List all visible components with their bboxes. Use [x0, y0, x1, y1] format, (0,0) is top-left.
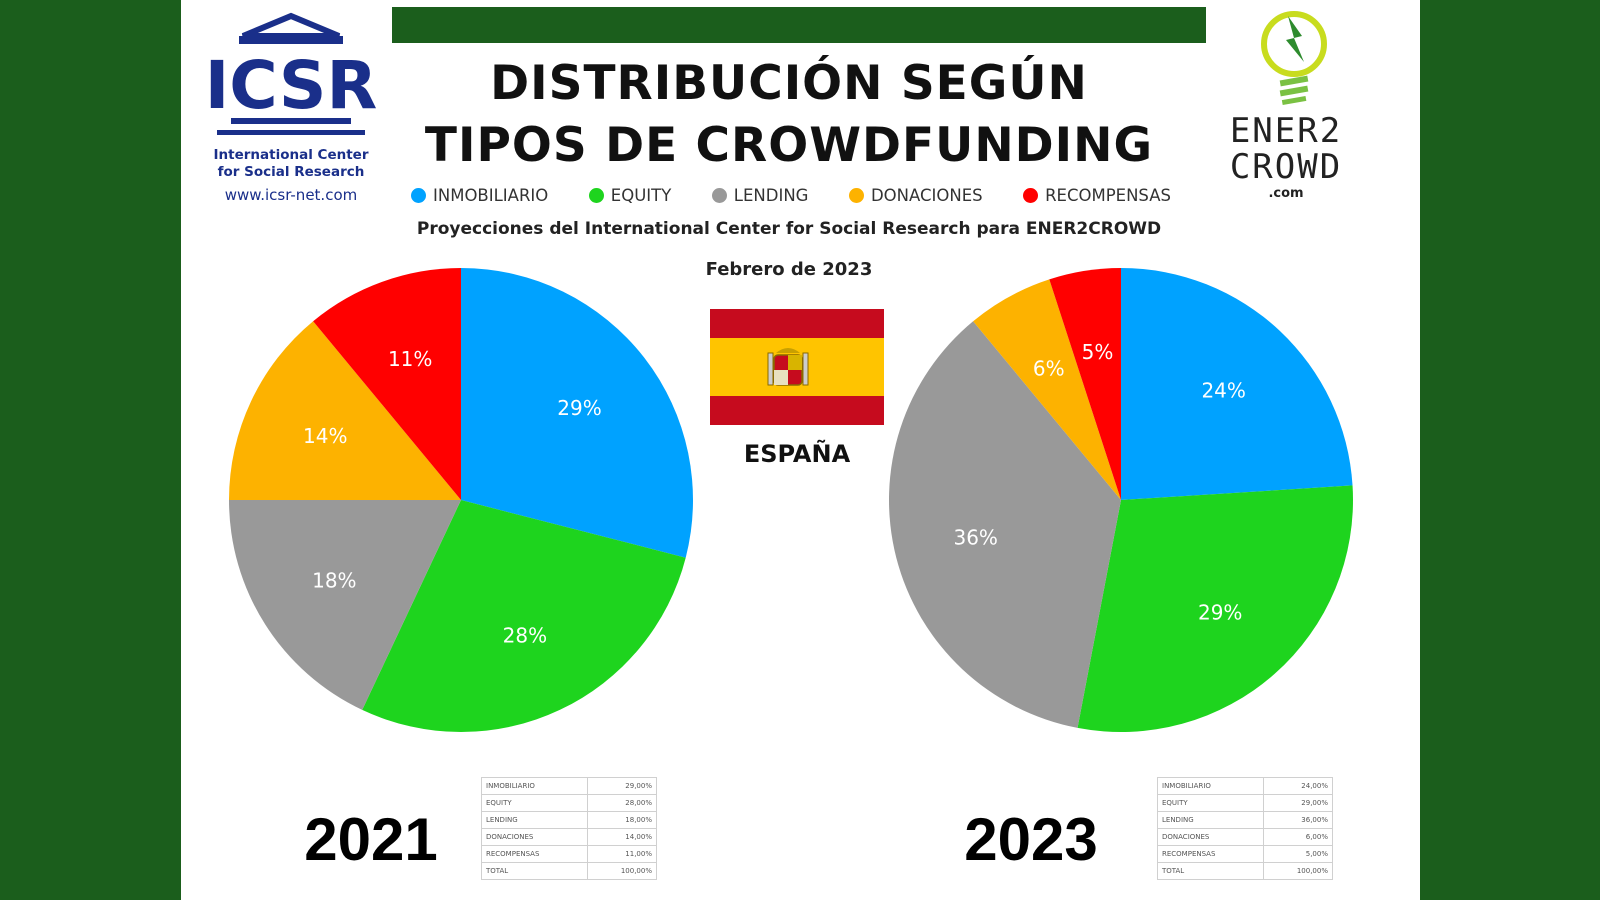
pie-chart-2021: 29% 28% 18% 14% 11%: [229, 268, 693, 732]
chart-legend: INMOBILIARIO EQUITY LENDING DONACIONES RECOM…: [411, 183, 1171, 207]
data-table-2023: INMOBILIARIO 24,00% EQUITY 29,00% LENDING 36,…: [1156, 777, 1333, 880]
icsr-logo-mark: ICSR: [205, 47, 378, 124]
table-cell-label: INMOBILIARIO: [1156, 777, 1265, 795]
icsr-name-line2: for Social Research: [217, 164, 365, 180]
brand-name-line2: CROWD: [1229, 147, 1343, 187]
table-row: INMOBILIARIO 24,00%: [1156, 777, 1333, 795]
legend-swatch: [588, 187, 604, 203]
pie-label-2023-recompensas: 5%: [1082, 340, 1114, 364]
pie-label-2023-lending: 36%: [953, 525, 997, 549]
pie-slice-2021-recompensas: [313, 268, 461, 500]
top-banner-bar: [392, 7, 1206, 43]
table-cell-value: 14,00%: [587, 828, 657, 846]
legend-label: EQUITY: [610, 185, 672, 205]
page-title-line1: DISTRIBUCIÓN SEGÚN: [490, 56, 1088, 111]
legend-item-equity: EQUITY: [588, 185, 672, 205]
pie-label-2021-inmobiliario: 29%: [557, 396, 601, 420]
brand-name-line1: ENER2: [1229, 111, 1343, 151]
table-cell-value: 100,00%: [587, 862, 657, 880]
legend-label: INMOBILIARIO: [433, 185, 549, 205]
table-row: DONACIONES 6,00%: [1156, 828, 1333, 846]
page-subtitle: Proyecciones del International Center fo…: [416, 219, 1162, 239]
table-row: TOTAL 100,00%: [1156, 862, 1333, 880]
table-row: LENDING 18,00%: [480, 811, 657, 829]
icsr-logo-icon: ICSR: [205, 12, 378, 135]
infographic-card: ICSR International Center for Social Res…: [181, 0, 1420, 900]
year-label-2021: 2021: [304, 806, 438, 873]
icsr-name-line1: International Center: [213, 147, 369, 163]
pie-slice-2021-donaciones: [229, 321, 461, 500]
pie-label-2023-equity: 29%: [1198, 601, 1242, 625]
pie-slice-2023-recompensas: [1049, 268, 1121, 500]
table-cell-label: EQUITY: [480, 794, 589, 812]
pie-chart-2023: 24% 29% 36% 6% 5%: [889, 268, 1353, 732]
legend-item-lending: LENDING: [711, 185, 809, 205]
pie-slice-2023-lending: [889, 321, 1121, 728]
table-cell-label: EQUITY: [1156, 794, 1265, 812]
spain-flag-icon: [710, 309, 884, 425]
pie-label-2021-lending: 18%: [312, 568, 356, 592]
table-row: LENDING 36,00%: [1156, 811, 1333, 829]
table-cell-label: DONACIONES: [480, 828, 589, 846]
table-cell-value: 28,00%: [587, 794, 657, 812]
pie-slice-2023-donaciones: [973, 279, 1121, 500]
page-title-line2: TIPOS DE CROWDFUNDING: [424, 118, 1154, 173]
legend-swatch: [711, 187, 727, 203]
year-label-2023: 2023: [964, 806, 1098, 873]
legend-swatch: [411, 187, 426, 203]
lightbulb-icon: [1261, 11, 1327, 106]
icsr-url: www.icsr-net.com: [224, 186, 358, 204]
table-cell-label: TOTAL: [1156, 862, 1265, 880]
table-cell-label: LENDING: [480, 811, 589, 829]
pie-slice-2023-inmobiliario: [1121, 268, 1353, 500]
legend-item-donaciones: DONACIONES: [848, 185, 983, 205]
data-table-2021: INMOBILIARIO 29,00% EQUITY 28,00% LENDING 18,…: [480, 777, 657, 880]
brand-suffix: .com: [1268, 186, 1304, 201]
table-cell-value: 5,00%: [1263, 845, 1333, 863]
table-row: INMOBILIARIO 29,00%: [480, 777, 657, 795]
table-row: DONACIONES 14,00%: [480, 828, 657, 846]
legend-label: RECOMPENSAS: [1045, 185, 1171, 205]
table-cell-value: 11,00%: [587, 845, 657, 863]
country-label: ESPAÑA: [743, 440, 851, 468]
page-date: Febrero de 2023: [705, 259, 873, 280]
pie-label-2021-recompensas: 11%: [388, 347, 432, 371]
table-cell-label: LENDING: [1156, 811, 1265, 829]
table-cell-value: 6,00%: [1263, 828, 1333, 846]
table-row: TOTAL 100,00%: [480, 862, 657, 880]
pie-label-2023-inmobiliario: 24%: [1201, 379, 1245, 403]
table-cell-value: 29,00%: [587, 777, 657, 795]
table-cell-value: 29,00%: [1263, 794, 1333, 812]
pie-label-2021-donaciones: 14%: [303, 424, 347, 448]
pie-slice-2021-equity: [362, 500, 686, 732]
table-cell-label: TOTAL: [480, 862, 589, 880]
table-cell-label: RECOMPENSAS: [480, 845, 589, 863]
legend-item-recompensas: RECOMPENSAS: [1023, 186, 1171, 205]
pie-slice-2021-lending: [229, 500, 461, 710]
table-cell-value: 100,00%: [1263, 862, 1333, 880]
table-cell-label: DONACIONES: [1156, 828, 1265, 846]
legend-swatch: [1023, 187, 1039, 203]
legend-label: LENDING: [733, 185, 809, 205]
table-row: EQUITY 28,00%: [480, 794, 657, 812]
table-row: RECOMPENSAS 11,00%: [480, 845, 657, 863]
table-cell-value: 18,00%: [587, 811, 657, 829]
legend-swatch: [848, 187, 864, 203]
table-row: EQUITY 29,00%: [1156, 794, 1333, 812]
table-cell-label: INMOBILIARIO: [480, 777, 589, 795]
table-row: RECOMPENSAS 5,00%: [1156, 845, 1333, 863]
pie-label-2021-equity: 28%: [503, 624, 547, 648]
table-cell-value: 24,00%: [1263, 777, 1333, 795]
pie-label-2023-donaciones: 6%: [1033, 357, 1065, 381]
pie-slice-2021-inmobiliario: [461, 268, 693, 558]
legend-label: DONACIONES: [870, 185, 983, 205]
legend-item-inmobiliario: INMOBILIARIO: [411, 186, 548, 205]
pie-slice-2023-equity: [1077, 485, 1353, 732]
table-cell-label: RECOMPENSAS: [1156, 845, 1265, 863]
table-cell-value: 36,00%: [1263, 811, 1333, 829]
